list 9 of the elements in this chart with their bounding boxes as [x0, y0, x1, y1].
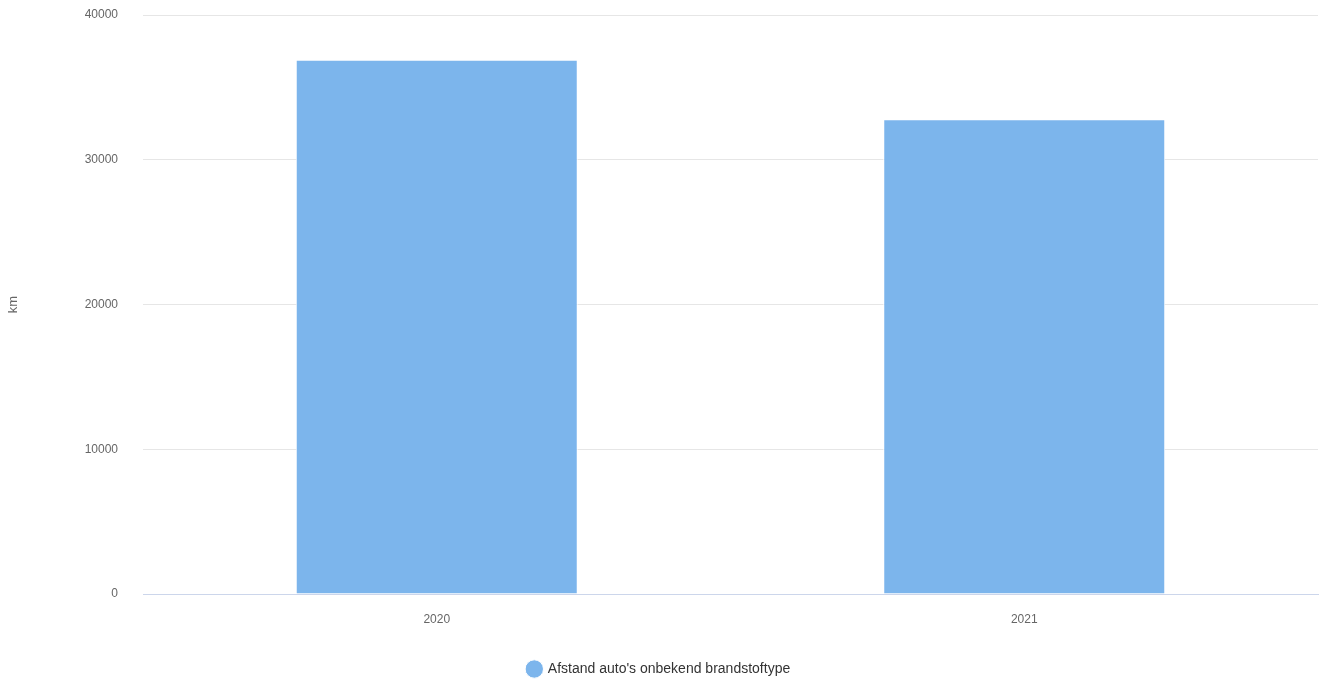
y-tick-label: 0 — [111, 586, 119, 601]
x-tick-label: 2020 — [423, 611, 451, 626]
y-tick-label: 10000 — [84, 441, 119, 456]
y-tick-label: 40000 — [84, 7, 119, 22]
y-axis-title: km — [5, 295, 21, 314]
y-tick-label: 20000 — [84, 296, 119, 311]
legend-label: Afstand auto's onbekend brandstoftype — [547, 659, 791, 676]
y-tick-label: 30000 — [84, 152, 119, 167]
x-tick-label: 2021 — [1010, 611, 1038, 626]
